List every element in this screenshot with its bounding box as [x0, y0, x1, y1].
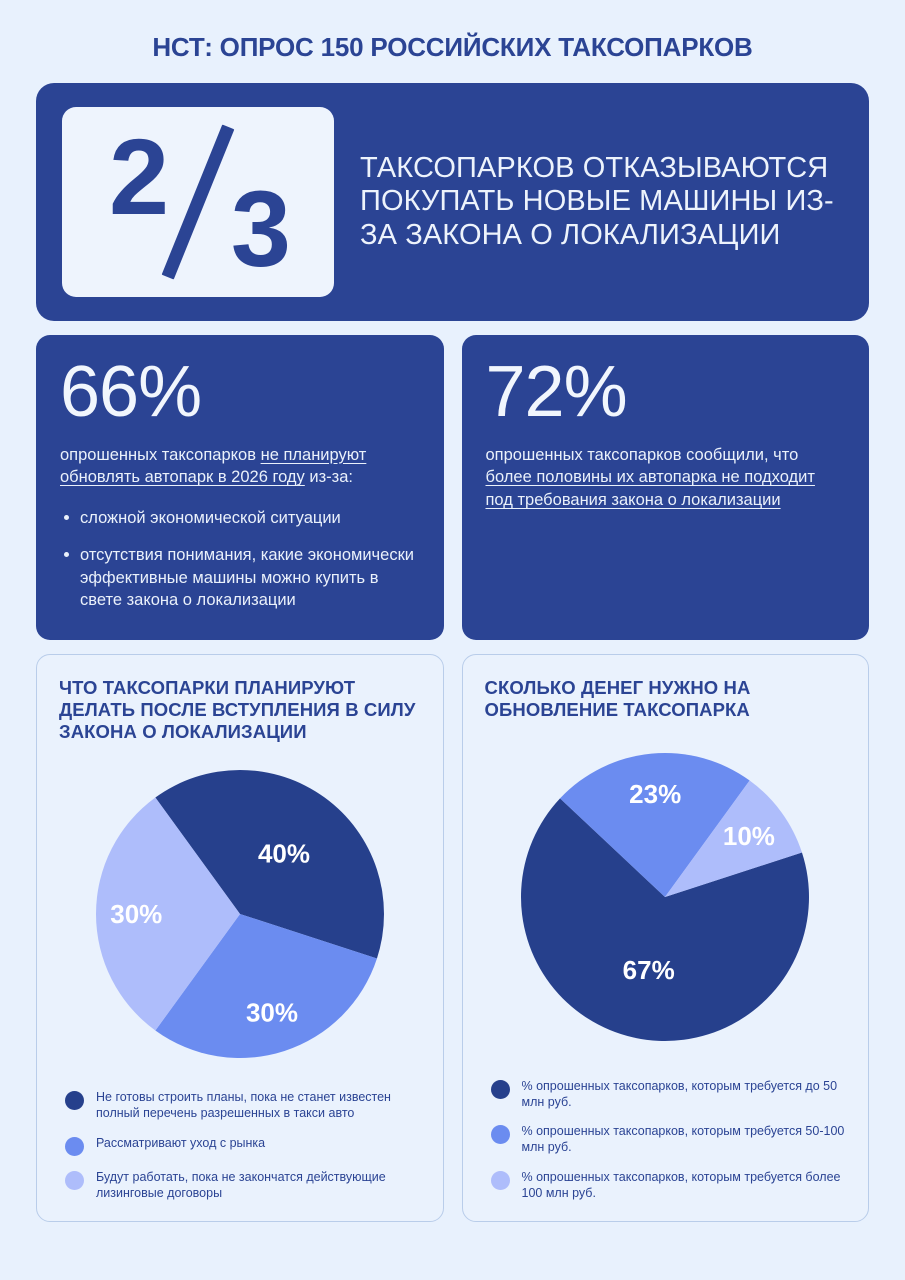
legend-item: % опрошенных таксопарков, которым требуе…	[490, 1078, 847, 1111]
page-title: НСТ: ОПРОС 150 РОССИЙСКИХ ТАКСОПАРКОВ	[152, 32, 753, 62]
pie-chart-money: 67% 23% 10%	[485, 721, 847, 1074]
chart-card-row: ЧТО ТАКСОПАРКИ ПЛАНИРУЮТ ДЕЛАТЬ ПОСЛЕ ВС…	[36, 654, 869, 1222]
pie-chart-svg: 40% 30% 30%	[95, 770, 384, 1058]
stat-lead-underlined: более половины их автопарка не подходит …	[485, 468, 815, 510]
pie-slice	[155, 914, 377, 1058]
legend-label: Будут работать, пока не закончатся дейст…	[96, 1169, 386, 1200]
chart-card-money: СКОЛЬКО ДЕНЕГ НУЖНО НА ОБНОВЛЕНИЕ ТАКСОП…	[461, 654, 869, 1222]
legend-swatch-light-icon	[65, 1170, 84, 1190]
legend-label: Рассматривают уход с рынка	[96, 1135, 266, 1150]
legend-swatch-dark-icon	[490, 1079, 510, 1099]
pie-slice	[560, 753, 750, 898]
pie-slice	[521, 798, 810, 1042]
pie-slice-label: 40%	[258, 838, 310, 868]
legend-label: % опрошенных таксопарков, которым требуе…	[521, 1169, 841, 1200]
fraction-numerator: 2	[109, 116, 170, 237]
stat-lead-part1: опрошенных таксопарков	[60, 445, 261, 464]
list-item: сложной экономической ситуации	[60, 507, 420, 530]
hero-statement: ТАКСОПАРКОВ ОТКАЗЫВАЮТСЯ ПОКУПАТЬ НОВЫЕ …	[360, 151, 834, 251]
legend-label: Не готовы строить планы, пока не станет …	[96, 1090, 391, 1121]
stat-card-row: 66% опрошенных таксопарков не планируют …	[36, 335, 869, 640]
pie-slice-label: 23%	[629, 779, 681, 809]
legend-item: % опрошенных таксопарков, которым требуе…	[490, 1169, 847, 1202]
legend-swatch-dark-icon	[65, 1091, 84, 1110]
pie-slice-label: 10%	[723, 821, 775, 851]
stat-number: 72%	[485, 352, 628, 432]
stat-lead-underlined: не планируют обновлять автопарк в 2026 г…	[60, 445, 367, 487]
pie-slice	[95, 797, 240, 1031]
legend-swatch-mid-icon	[65, 1136, 84, 1156]
stat-card-66: 66% опрошенных таксопарков не планируют …	[36, 335, 444, 640]
stat-card-72: 72% опрошенных таксопарков сообщили, что…	[461, 335, 869, 640]
pie-slice-label: 30%	[246, 998, 298, 1028]
stat-lead-part2: из-за:	[304, 468, 353, 487]
legend-swatch-light-icon	[490, 1170, 510, 1190]
chart-title: СКОЛЬКО ДЕНЕГ НУЖНО НА ОБНОВЛЕНИЕ ТАКСОП…	[484, 677, 751, 720]
pie-slice-label: 67%	[623, 955, 675, 985]
fraction-slash-icon	[161, 124, 235, 280]
legend-label: % опрошенных таксопарков, которым требуе…	[521, 1078, 838, 1109]
chart-title: ЧТО ТАКСОПАРКИ ПЛАНИРУЮТ ДЕЛАТЬ ПОСЛЕ ВС…	[59, 677, 416, 742]
legend-label: % опрошенных таксопарков, которым требуе…	[521, 1124, 845, 1155]
legend-item: Не готовы строить планы, пока не станет …	[65, 1089, 421, 1122]
list-item: отсутствия понимания, какие экономически…	[60, 544, 420, 612]
pie-slice	[665, 780, 803, 898]
legend-swatch-mid-icon	[490, 1125, 510, 1144]
fraction-denominator: 3	[230, 168, 291, 289]
fraction-badge: 2 3	[62, 107, 334, 297]
header: НСТ: ОПРОС 150 РОССИЙСКИХ ТАКСОПАРКОВ	[36, 0, 869, 83]
legend-item: Будут работать, пока не закончатся дейст…	[65, 1169, 421, 1202]
chart-legend: Не готовы строить планы, пока не станет …	[59, 1089, 421, 1201]
pie-slice	[155, 770, 384, 959]
stat-lead-part1: опрошенных таксопарков сообщили, что	[485, 445, 799, 464]
stat-lead: опрошенных таксопарков не планируют обно…	[60, 444, 420, 490]
stat-bullet-list: сложной экономической ситуации отсутстви…	[60, 507, 420, 612]
stat-number: 66%	[60, 352, 202, 432]
pie-chart-plans: 40% 30% 30%	[59, 743, 421, 1085]
pie-chart-svg: 67% 23% 10%	[521, 753, 810, 1042]
pie-slice-label: 30%	[110, 899, 162, 929]
legend-item: % опрошенных таксопарков, которым требуе…	[490, 1123, 847, 1156]
chart-card-plans: ЧТО ТАКСОПАРКИ ПЛАНИРУЮТ ДЕЛАТЬ ПОСЛЕ ВС…	[36, 654, 444, 1222]
legend-item: Рассматривают уход с рынка	[65, 1135, 421, 1156]
chart-legend: % опрошенных таксопарков, которым требуе…	[485, 1078, 847, 1202]
stat-lead: опрошенных таксопарков сообщили, что бол…	[486, 444, 846, 512]
fraction-graphic: 2 3	[103, 123, 293, 283]
hero-card: 2 3 ТАКСОПАРКОВ ОТКАЗЫВАЮТСЯ ПОКУПАТЬ НО…	[36, 83, 869, 321]
